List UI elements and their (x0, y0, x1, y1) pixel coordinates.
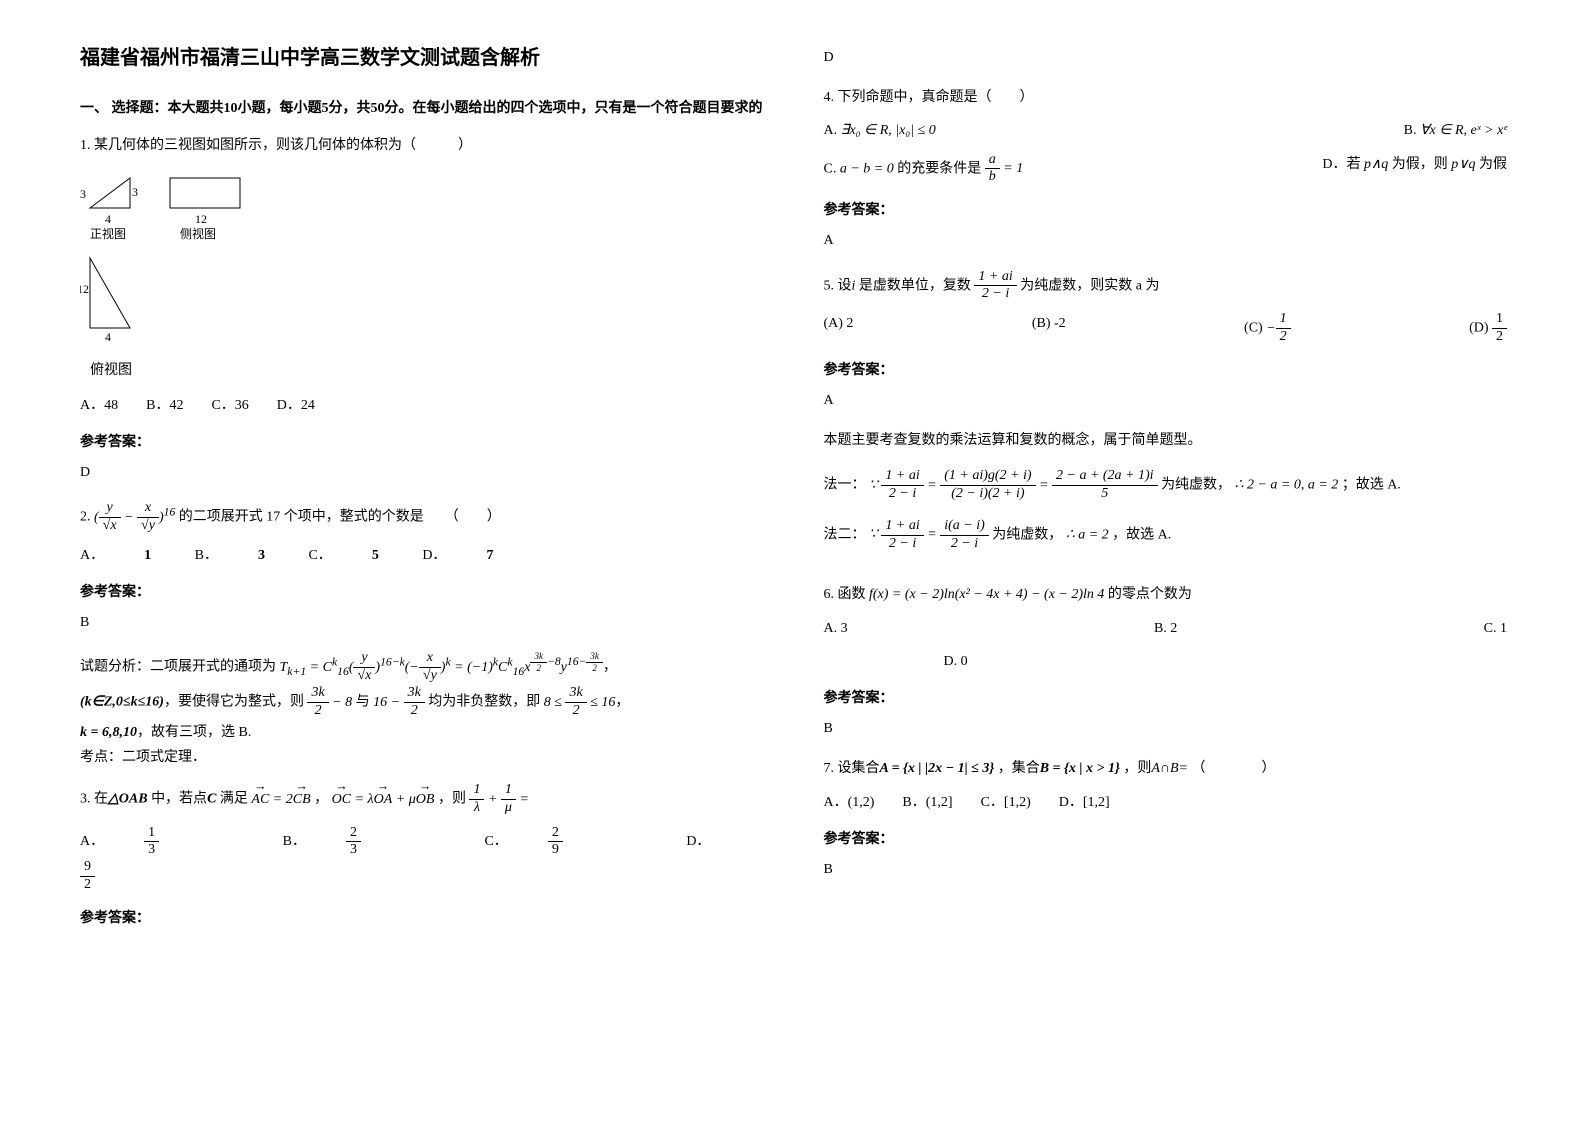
q5-method2: 法二： ∵ 1 + ai2 − i = i(a − i)2 − i 为纯虚数， … (824, 518, 1508, 553)
label-3b: 3 (132, 185, 138, 199)
q2-analysis: 试题分析：二项展开式的通项为 Tk+1 = Ck16(y√x)16−k(−x√y… (80, 650, 764, 685)
q7-answer: B (824, 857, 1508, 882)
answer-label: 参考答案： (824, 827, 1508, 852)
label-12b: 12 (80, 282, 89, 296)
general-term: Tk+1 = Ck16(y√x)16−k(−x√y)k = (−1)kCk16x… (280, 660, 603, 675)
answer-label: 参考答案： (80, 430, 764, 455)
q2-expr: (y√x − x√y)16 (94, 510, 175, 525)
q2-point: 考点：二项式定理． (80, 745, 764, 770)
q1-diagram: 3 3 4 12 正视图 侧视图 12 4 俯视图 (80, 168, 764, 382)
q2-answer: B (80, 610, 764, 635)
q6-answer: B (824, 716, 1508, 741)
q4-answer: A (824, 228, 1508, 253)
question-6: 6. 函数 f(x) = (x − 2)ln(x² − 4x + 4) − (x… (824, 582, 1508, 674)
question-5: 5. 设i 是虚数单位，复数 1 + ai2 − i 为纯虚数，则实数 a 为 … (824, 269, 1508, 346)
q1-text: 1. 某几何体的三视图如图所示，则该几何体的体积为（ ） (80, 133, 764, 158)
q5-explain: 本题主要考查复数的乘法运算和复数的概念，属于简单题型。 (824, 428, 1508, 453)
section-heading: 一、 选择题：本大题共10小题，每小题5分，共50分。在每小题给出的四个选项中，… (80, 96, 764, 121)
q2-options: A．1 B．3 C．5 D．7 (80, 543, 764, 568)
label-4: 4 (105, 212, 111, 226)
question-3: 3. 在△OAB 中，若点C 满足 AC = 2CB ， OC = λOA + … (80, 782, 764, 894)
side-label: 侧视图 (180, 226, 216, 241)
label-12: 12 (195, 212, 207, 226)
front-label: 正视图 (90, 226, 126, 241)
q2-prefix: 2. (80, 510, 94, 525)
answer-label: 参考答案： (80, 906, 764, 931)
q6-options: A. 3 B. 2 C. 1 (824, 616, 1508, 641)
question-1: 1. 某几何体的三视图如图所示，则该几何体的体积为（ ） 3 3 4 12 正视… (80, 133, 764, 418)
q5-options: (A) 2 (B) -2 (C) −12 (D) 12 (824, 311, 1508, 346)
label-4b: 4 (105, 330, 111, 344)
q6-opt-d: D. 0 (944, 649, 1508, 674)
q7-options: A．(1,2) B．(1,2] C．[1,2) D．[1,2] (824, 790, 1508, 815)
answer-label: 参考答案： (824, 686, 1508, 711)
question-7: 7. 设集合A = {x | |2x − 1| ≤ 3} ，集合B = {x |… (824, 756, 1508, 814)
q5-answer: A (824, 388, 1508, 413)
q1-answer: D (80, 460, 764, 485)
answer-label: 参考答案： (824, 198, 1508, 223)
question-2: 2. (y√x − x√y)16 的二项展开式 17 个项中，整式的个数是 （ … (80, 500, 764, 568)
q4-text: 4. 下列命题中，真命题是（ ） (824, 85, 1508, 110)
answer-label: 参考答案： (824, 358, 1508, 383)
q2-suffix: 的二项展开式 17 个项中，整式的个数是 （ ） (179, 510, 501, 525)
q5-method1: 法一： ∵ 1 + ai2 − i = (1 + ai)g(2 + i)(2 −… (824, 468, 1508, 503)
q1-options: A．48 B．42 C．36 D．24 (80, 393, 764, 418)
label-3: 3 (80, 187, 86, 201)
question-4: 4. 下列命题中，真命题是（ ） A. ∃x₀ ∈ R, |x₀| ≤ 0 B.… (824, 85, 1508, 186)
q2-analysis-2: (k∈Z,0≤k≤16)，要使得它为整式，则 3k2 − 8 与 16 − 3k… (80, 685, 764, 720)
page-title: 福建省福州市福清三山中学高三数学文测试题含解析 (80, 40, 764, 76)
answer-label: 参考答案： (80, 580, 764, 605)
q3-options: A．13 B．23 C．29 D．92 (80, 825, 764, 894)
top-label: 俯视图 (90, 358, 764, 383)
q3-answer: D (824, 45, 1508, 70)
q2-analysis-3: k = 6,8,10，故有三项，选 B. (80, 720, 764, 745)
